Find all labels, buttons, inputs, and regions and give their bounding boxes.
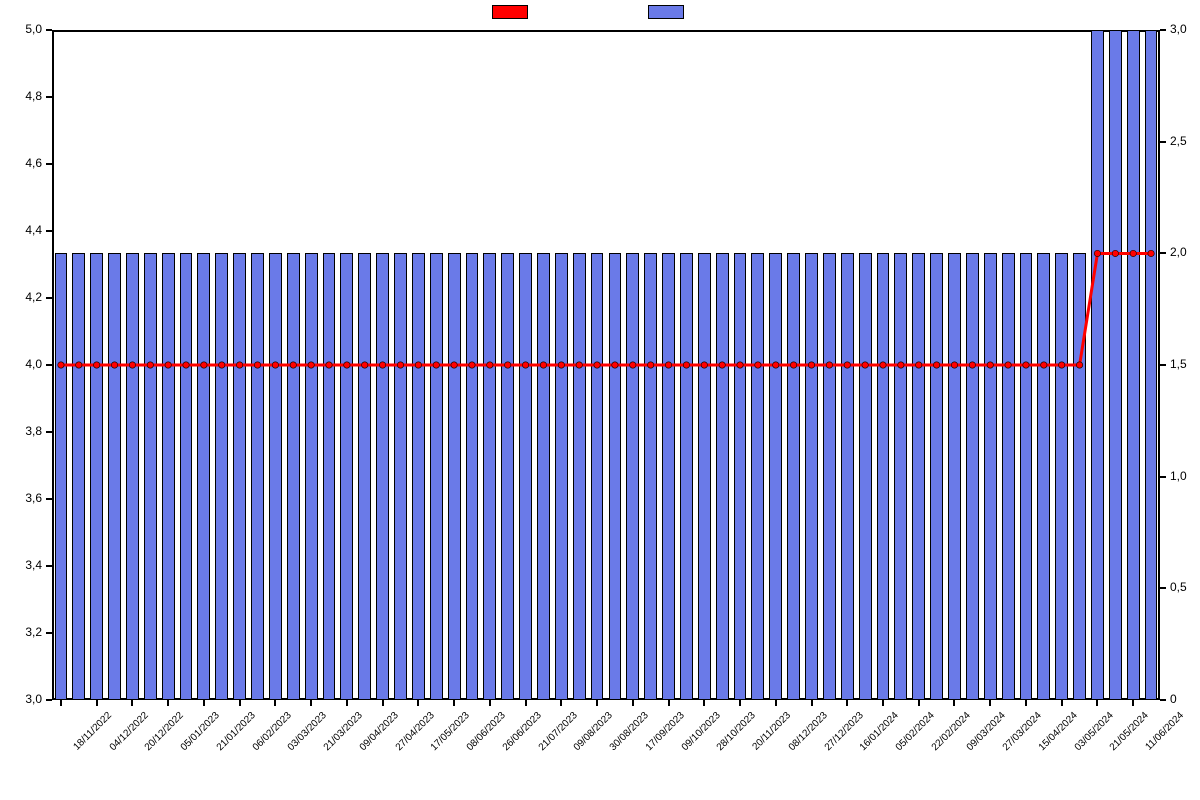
series-marker [683, 362, 689, 368]
series-marker [719, 362, 725, 368]
series-marker [272, 362, 278, 368]
series-marker [558, 362, 564, 368]
series-marker [1023, 362, 1029, 368]
series-marker [165, 362, 171, 368]
series-marker [737, 362, 743, 368]
series-marker [433, 362, 439, 368]
series-marker [254, 362, 260, 368]
series-marker [808, 362, 814, 368]
series-marker [951, 362, 957, 368]
series-marker [219, 362, 225, 368]
series-marker [344, 362, 350, 368]
series-marker [505, 362, 511, 368]
series-marker [326, 362, 332, 368]
series-marker [415, 362, 421, 368]
series-marker [522, 362, 528, 368]
series-marker [987, 362, 993, 368]
series-marker [308, 362, 314, 368]
series-marker [933, 362, 939, 368]
series-line [61, 253, 1151, 365]
series-marker [630, 362, 636, 368]
series-marker [1094, 250, 1100, 256]
series-marker [362, 362, 368, 368]
series-marker [826, 362, 832, 368]
series-marker [790, 362, 796, 368]
series-marker [487, 362, 493, 368]
series-marker [1041, 362, 1047, 368]
series-marker [1112, 250, 1118, 256]
series-marker [773, 362, 779, 368]
series-marker [58, 362, 64, 368]
series-marker [76, 362, 82, 368]
series-marker [916, 362, 922, 368]
series-marker [880, 362, 886, 368]
series-marker [111, 362, 117, 368]
series-marker [93, 362, 99, 368]
series-marker [201, 362, 207, 368]
series-marker [147, 362, 153, 368]
series-marker [397, 362, 403, 368]
series-marker [1005, 362, 1011, 368]
series-marker [1059, 362, 1065, 368]
series-marker [290, 362, 296, 368]
chart-root: { "layout": { "width": 1200, "height": 8… [0, 0, 1200, 800]
series-marker [1148, 250, 1154, 256]
series-marker [969, 362, 975, 368]
series-marker [129, 362, 135, 368]
line-layer [0, 0, 1200, 800]
series-marker [755, 362, 761, 368]
series-marker [183, 362, 189, 368]
series-marker [647, 362, 653, 368]
series-marker [540, 362, 546, 368]
series-marker [665, 362, 671, 368]
series-marker [844, 362, 850, 368]
series-marker [451, 362, 457, 368]
series-marker [594, 362, 600, 368]
series-marker [1130, 250, 1136, 256]
series-marker [898, 362, 904, 368]
series-marker [612, 362, 618, 368]
series-marker [469, 362, 475, 368]
series-marker [236, 362, 242, 368]
series-marker [379, 362, 385, 368]
series-marker [862, 362, 868, 368]
series-marker [1076, 362, 1082, 368]
series-marker [701, 362, 707, 368]
series-marker [576, 362, 582, 368]
